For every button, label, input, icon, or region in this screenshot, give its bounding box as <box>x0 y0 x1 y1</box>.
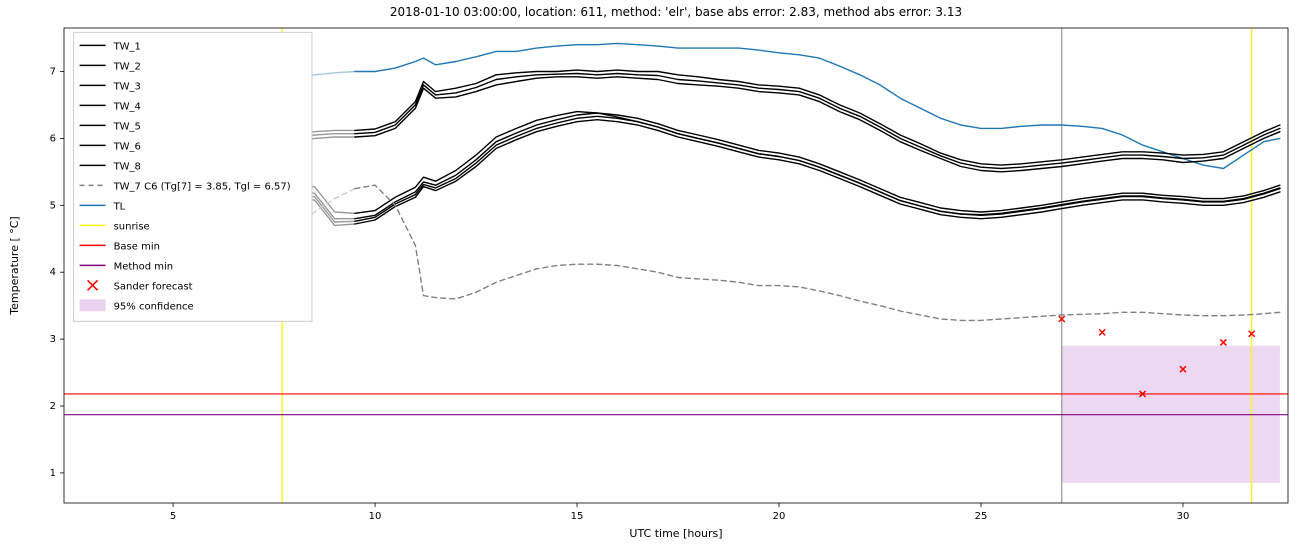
legend-label: TW_2 <box>113 61 141 72</box>
x-tick-label: 25 <box>975 511 988 522</box>
chart-title: 2018-01-10 03:00:00, location: 611, meth… <box>390 5 962 19</box>
x-tick-label: 10 <box>369 511 382 522</box>
y-tick-label: 3 <box>50 334 56 345</box>
legend-label: Method min <box>114 261 174 272</box>
y-axis-label: Temperature [ °C] <box>8 216 21 315</box>
legend-label: TW_5 <box>113 121 141 132</box>
legend-label: Sander forecast <box>114 281 193 292</box>
legend-label: TW_1 <box>113 41 141 52</box>
y-tick-label: 4 <box>50 267 56 278</box>
x-tick-label: 30 <box>1177 511 1190 522</box>
legend-entry: 95% confidence <box>80 299 194 312</box>
y-tick-label: 5 <box>50 200 56 211</box>
chart-container: 5 10 15 20 25 30 1 2 3 4 5 6 7 UTC time [hours] Temper… <box>0 0 1302 547</box>
y-tick-label: 2 <box>50 401 56 412</box>
legend-label: TL <box>113 201 126 212</box>
y-tick-label: 6 <box>50 133 56 144</box>
x-tick-label: 15 <box>571 511 584 522</box>
x-axis-label: UTC time [hours] <box>629 527 722 540</box>
legend-label: TW_4 <box>113 101 141 112</box>
legend-label: TW_3 <box>113 81 141 92</box>
y-tick-label: 1 <box>50 468 56 479</box>
legend-label: Base min <box>114 241 160 252</box>
legend: TW_1 TW_2 TW_3 TW_4 TW_5 TW_6 TW_8 TW_7 C6 (Tg[… <box>74 32 312 321</box>
legend-label: sunrise <box>114 221 150 232</box>
chart-svg: 5 10 15 20 25 30 1 2 3 4 5 6 7 UTC time [hours] Temper… <box>0 0 1302 547</box>
x-tick-label: 5 <box>170 511 176 522</box>
legend-frame <box>74 32 312 321</box>
legend-label: TW_6 <box>113 141 141 152</box>
y-tick-label: 7 <box>50 66 56 77</box>
x-tick-label: 20 <box>773 511 786 522</box>
legend-label: 95% confidence <box>114 301 194 312</box>
legend-label: TW_7 C6 (Tg[7] = 3.85, Tgl = 6.57) <box>113 181 291 192</box>
legend-label: TW_8 <box>113 161 141 172</box>
